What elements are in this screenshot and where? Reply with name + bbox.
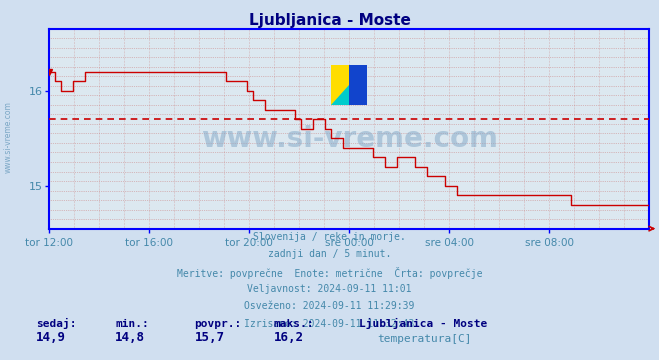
Text: temperatura[C]: temperatura[C]	[377, 334, 471, 344]
Text: Ljubljanica - Moste: Ljubljanica - Moste	[248, 13, 411, 28]
Text: www.si-vreme.com: www.si-vreme.com	[201, 125, 498, 153]
Text: Meritve: povprečne  Enote: metrične  Črta: povprečje: Meritve: povprečne Enote: metrične Črta:…	[177, 267, 482, 279]
Text: Slovenija / reke in morje.: Slovenija / reke in morje.	[253, 232, 406, 242]
FancyBboxPatch shape	[331, 65, 349, 105]
Polygon shape	[331, 85, 349, 105]
Text: 16,2: 16,2	[273, 331, 304, 344]
Text: 14,9: 14,9	[36, 331, 67, 344]
Text: www.si-vreme.com: www.si-vreme.com	[3, 101, 13, 173]
Text: maks.:: maks.:	[273, 319, 314, 329]
FancyBboxPatch shape	[349, 65, 367, 105]
Text: Veljavnost: 2024-09-11 11:01: Veljavnost: 2024-09-11 11:01	[247, 284, 412, 294]
Text: Ljubljanica - Moste: Ljubljanica - Moste	[359, 318, 488, 329]
Text: Izrisano: 2024-09-11 11:32:43: Izrisano: 2024-09-11 11:32:43	[244, 319, 415, 329]
Text: 15,7: 15,7	[194, 331, 225, 344]
Text: min.:: min.:	[115, 319, 149, 329]
Text: zadnji dan / 5 minut.: zadnji dan / 5 minut.	[268, 249, 391, 260]
Text: 14,8: 14,8	[115, 331, 146, 344]
Text: Osveženo: 2024-09-11 11:29:39: Osveženo: 2024-09-11 11:29:39	[244, 301, 415, 311]
Text: povpr.:: povpr.:	[194, 319, 242, 329]
Text: sedaj:: sedaj:	[36, 318, 76, 329]
